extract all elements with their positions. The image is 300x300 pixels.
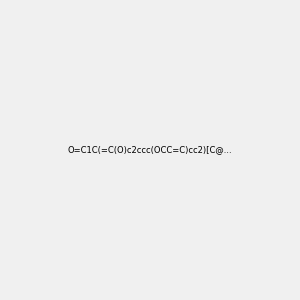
Text: O=C1C(=C(O)c2ccc(OCC=C)cc2)[C@...: O=C1C(=C(O)c2ccc(OCC=C)cc2)[C@... (68, 146, 232, 154)
